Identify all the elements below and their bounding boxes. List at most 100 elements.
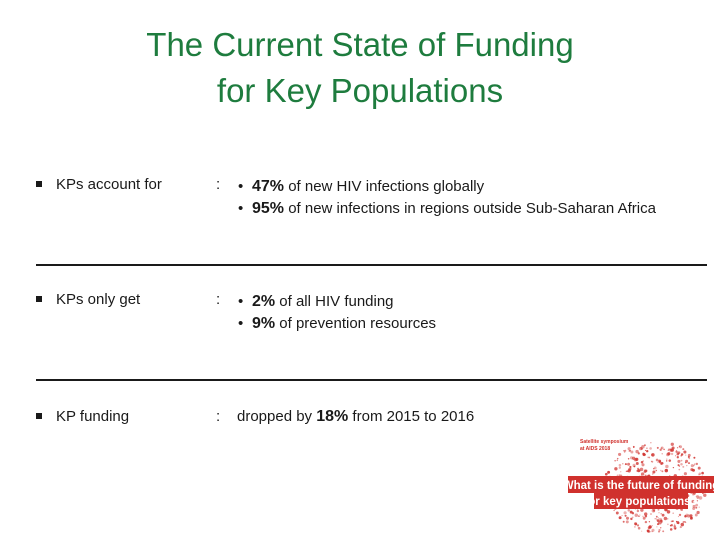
logo-dot	[627, 447, 631, 451]
logo-dot	[680, 459, 683, 462]
logo-dot	[682, 465, 685, 468]
logo-small-line-1: Satellite symposium	[580, 439, 629, 445]
stat-text: of new HIV infections globally	[284, 178, 485, 195]
logo-dot	[624, 449, 627, 452]
stat-text: of prevention resources	[275, 315, 437, 332]
logo-dot	[629, 510, 633, 514]
logo-dot	[652, 473, 654, 475]
logo-dot	[604, 472, 608, 476]
logo-dot	[614, 460, 616, 462]
logo-dot	[684, 514, 687, 518]
logo-dot	[658, 512, 660, 514]
stat-value: 2%	[252, 293, 276, 310]
logo-dot	[670, 524, 673, 527]
logo-dot	[623, 511, 627, 515]
logo-dot	[627, 469, 631, 473]
logo-dot	[675, 520, 678, 523]
logo-dot	[620, 471, 622, 473]
logo-dot	[632, 463, 636, 467]
logo-dot	[690, 464, 694, 468]
stat-value: 47%	[252, 178, 285, 195]
logo-dot	[643, 444, 646, 447]
logo-dot	[659, 463, 662, 465]
title-line-1: The Current State of Funding	[146, 26, 574, 63]
logo-dot	[665, 464, 669, 469]
logo-dot	[661, 513, 665, 517]
stat-text: of new infections in regions outside Sub…	[284, 200, 656, 217]
logo-dot	[683, 472, 687, 476]
logo-dot	[668, 459, 672, 462]
logo-dot	[690, 516, 693, 519]
logo-dot	[685, 521, 687, 524]
funding-change-text: dropped by 18% from 2015 to 2016	[237, 408, 475, 425]
logo-dot	[671, 446, 675, 450]
logo-dot	[695, 503, 699, 507]
logo-dot	[667, 449, 669, 451]
logo-dot	[625, 470, 628, 472]
title-line-2: for Key Populations	[216, 72, 504, 109]
row-label: KPs account for	[36, 176, 162, 193]
slide-title: The Current State of Funding for Key Pop…	[0, 22, 720, 114]
logo-dot	[680, 508, 683, 511]
logo-dot	[675, 450, 678, 452]
logo-dot	[640, 508, 644, 512]
logo-dot	[687, 514, 691, 518]
logo-dot	[629, 465, 632, 469]
logo-dot	[661, 453, 663, 455]
logo-dot	[654, 518, 656, 520]
logo-dot	[651, 453, 655, 457]
logo-dot	[636, 524, 640, 527]
logo-dot	[698, 474, 700, 476]
logo-dot	[669, 528, 673, 531]
logo-dot	[653, 510, 655, 512]
logo-dot	[666, 458, 668, 460]
divider	[36, 264, 707, 266]
logo-dot	[630, 456, 634, 460]
logo-dot	[641, 530, 643, 532]
logo-dot	[623, 450, 625, 452]
logo-dot	[630, 450, 634, 454]
logo-dot	[668, 448, 672, 451]
logo-dot	[680, 455, 682, 457]
logo-dot	[656, 446, 659, 449]
logo-dot	[625, 520, 629, 524]
logo-dot	[645, 449, 649, 453]
logo-dot	[666, 517, 669, 520]
list-item: • 95% of new infections in regions outsid…	[238, 198, 656, 220]
logo-dot	[676, 452, 680, 456]
logo-dot	[677, 459, 681, 463]
logo-dot	[622, 520, 625, 523]
logo-dot	[675, 450, 678, 453]
logo-dot	[637, 526, 641, 530]
logo-dot	[673, 526, 677, 530]
logo-dot	[641, 474, 643, 476]
logo-dot	[682, 521, 685, 524]
bullet-icon: •	[238, 178, 244, 195]
logo-dot	[650, 513, 652, 515]
logo-dot	[667, 523, 669, 526]
logo-dot	[693, 456, 696, 459]
list-item: • 9% of prevention resources	[238, 313, 436, 335]
logo-dot	[624, 451, 626, 453]
logo-dot	[663, 516, 668, 521]
logo-dot	[642, 453, 646, 457]
logo-dot	[627, 509, 631, 512]
logo-dot	[692, 500, 695, 503]
row-label: KPs only get	[36, 291, 140, 308]
logo-dot	[657, 517, 659, 519]
logo-dot	[658, 520, 662, 525]
logo-dot	[640, 461, 644, 464]
logo-dot	[689, 514, 693, 518]
logo-dot	[627, 458, 630, 460]
logo-dot	[618, 452, 622, 456]
logo-dot	[657, 508, 660, 511]
logo-dot	[668, 448, 670, 450]
logo-dot	[647, 526, 651, 530]
logo-dot	[653, 468, 655, 470]
logo-dot	[625, 516, 630, 520]
logo-dot	[697, 466, 701, 470]
logo-dot	[634, 522, 638, 526]
logo-dot	[659, 527, 662, 529]
bullet-icon: •	[238, 200, 244, 217]
bullet-list: • 2% of all HIV funding • 9% of prevention…	[238, 291, 436, 335]
